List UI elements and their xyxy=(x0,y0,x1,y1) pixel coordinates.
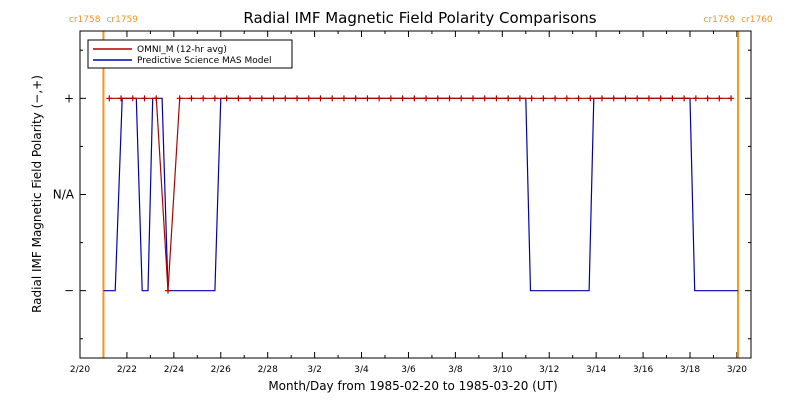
data-point xyxy=(317,95,324,102)
carrington-label-right: cr1760 xyxy=(741,15,773,25)
x-tick-label: 3/16 xyxy=(633,365,653,375)
data-point xyxy=(282,95,289,102)
data-point xyxy=(657,95,664,102)
x-tick-label: 3/18 xyxy=(680,365,700,375)
data-point xyxy=(258,95,265,102)
carrington-label-left: cr1758 xyxy=(69,15,101,25)
data-point xyxy=(446,95,453,102)
series-line-0 xyxy=(109,97,732,291)
data-point xyxy=(118,95,125,102)
x-tick-label: 3/10 xyxy=(492,365,512,375)
x-tick-label: 3/20 xyxy=(727,365,747,375)
data-point xyxy=(669,95,676,102)
data-point xyxy=(376,95,383,102)
legend-label: OMNI_M (12-hr avg) xyxy=(137,45,227,55)
data-point xyxy=(575,95,582,102)
x-tick-label: 3/12 xyxy=(539,365,559,375)
data-point xyxy=(563,95,570,102)
data-point xyxy=(129,95,136,102)
data-point xyxy=(352,95,359,102)
data-point xyxy=(305,95,312,102)
data-point xyxy=(610,95,617,102)
data-point xyxy=(469,95,476,102)
y-level-label: N/A xyxy=(53,188,75,202)
data-point xyxy=(516,95,523,102)
data-point xyxy=(329,95,336,102)
data-point xyxy=(364,95,371,102)
data-point xyxy=(458,95,465,102)
y-level-label: − xyxy=(64,284,74,298)
data-point xyxy=(223,95,230,102)
data-point xyxy=(704,95,711,102)
data-point xyxy=(176,95,183,102)
x-tick-label: 3/8 xyxy=(448,365,463,375)
data-point xyxy=(599,95,606,102)
data-point xyxy=(211,95,218,102)
x-tick-label: 3/2 xyxy=(307,365,321,375)
legend-label: Predictive Science MAS Model xyxy=(137,56,272,66)
x-tick-label: 3/4 xyxy=(354,365,369,375)
data-point xyxy=(528,95,535,102)
data-point xyxy=(692,95,699,102)
data-point xyxy=(294,95,301,102)
data-point xyxy=(681,95,688,102)
data-point xyxy=(645,95,652,102)
x-tick-label: 2/28 xyxy=(258,365,278,375)
chart-title: Radial IMF Magnetic Field Polarity Compa… xyxy=(243,9,596,27)
data-point xyxy=(434,95,441,102)
data-point xyxy=(270,95,277,102)
x-tick-label: 2/20 xyxy=(70,365,90,375)
data-point xyxy=(634,95,641,102)
data-point xyxy=(716,95,723,102)
series-layer xyxy=(103,95,739,294)
x-axis-label: Month/Day from 1985-02-20 to 1985-03-20 … xyxy=(268,379,557,393)
data-point xyxy=(481,95,488,102)
y-level-label: + xyxy=(64,91,74,105)
data-point xyxy=(505,95,512,102)
data-point xyxy=(235,95,242,102)
data-point xyxy=(399,95,406,102)
data-point xyxy=(387,95,394,102)
data-point xyxy=(200,95,207,102)
x-tick-label: 2/22 xyxy=(117,365,137,375)
x-axis-ticks: 2/20 2/22 2/24 2/26 2/28 3/2 3/4 3/6 3/8 3/10 3/12… xyxy=(70,31,747,375)
data-point xyxy=(188,95,195,102)
data-point xyxy=(153,95,160,102)
plot-frame xyxy=(79,30,752,359)
data-point xyxy=(340,95,347,102)
data-point xyxy=(622,95,629,102)
data-point xyxy=(552,95,559,102)
y-level-labels: + N/A − xyxy=(53,49,751,340)
data-point xyxy=(423,95,430,102)
carrington-label-right: cr1759 xyxy=(106,15,138,25)
legend-box xyxy=(87,39,293,69)
data-point xyxy=(493,95,500,102)
carrington-markers: cr1758 cr1759 cr1759 cr1760 xyxy=(69,15,773,358)
data-point xyxy=(540,95,547,102)
data-point xyxy=(164,287,171,294)
data-point xyxy=(247,95,254,102)
carrington-label-left: cr1759 xyxy=(704,15,736,25)
x-tick-label: 2/24 xyxy=(164,365,184,375)
data-point xyxy=(106,95,113,102)
x-tick-label: 2/26 xyxy=(211,365,231,375)
data-point xyxy=(141,95,148,102)
series-line-1 xyxy=(103,97,739,292)
legend: OMNI_M (12-hr avg)Predictive Science MAS… xyxy=(87,39,293,69)
x-tick-label: 3/14 xyxy=(586,365,606,375)
data-point xyxy=(587,95,594,102)
data-point xyxy=(728,95,735,102)
y-axis-label: Radial IMF Magnetic Field Polarity (−,+) xyxy=(30,75,44,313)
data-point xyxy=(411,95,418,102)
x-tick-label: 3/6 xyxy=(401,365,416,375)
